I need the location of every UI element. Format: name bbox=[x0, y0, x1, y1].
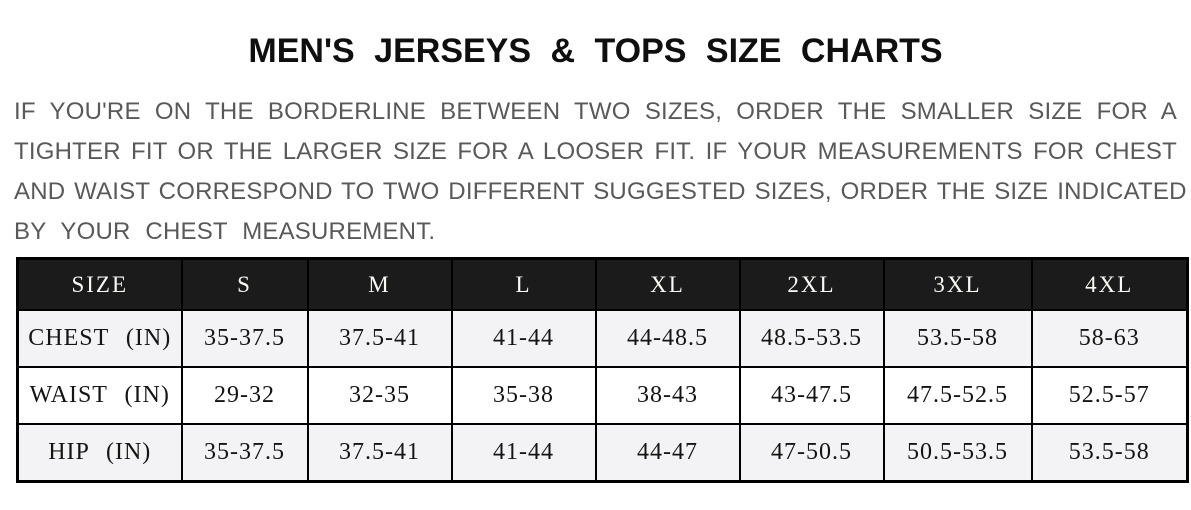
table-cell: 43-47.5 bbox=[738, 366, 885, 425]
intro-line-1: IF YOU'RE ON THE BORDERLINE BETWEEN TWO … bbox=[14, 98, 1177, 125]
table-cell: 47.5-52.5 bbox=[882, 366, 1033, 425]
table-cell: 37.5-41 bbox=[306, 423, 453, 483]
header-cell-size: SIZE bbox=[16, 257, 183, 311]
header-cell-xl: XL bbox=[594, 257, 741, 311]
table-row-waist: WAIST (IN) 29-32 32-35 35-38 38-43 43-47… bbox=[16, 366, 1189, 425]
table-cell: 50.5-53.5 bbox=[882, 423, 1033, 483]
table-cell: 29-32 bbox=[180, 366, 309, 425]
table-cell: 41-44 bbox=[450, 423, 597, 483]
table-cell: 47-50.5 bbox=[738, 423, 885, 483]
intro-line-4: BY YOUR CHEST MEASUREMENT. bbox=[14, 218, 436, 245]
table-cell: 48.5-53.5 bbox=[738, 309, 885, 368]
table-cell: 37.5-41 bbox=[306, 309, 453, 368]
row-label-waist: WAIST (IN) bbox=[16, 366, 183, 425]
row-label-hip: HIP (IN) bbox=[16, 423, 183, 483]
table-cell: 53.5-58 bbox=[1030, 423, 1189, 483]
size-chart-table: SIZE S M L XL 2XL 3XL 4XL CHEST (IN) 35-… bbox=[16, 257, 1189, 483]
page-title: MEN'S JERSEYS & TOPS SIZE CHARTS bbox=[248, 32, 943, 70]
table-cell: 35-38 bbox=[450, 366, 597, 425]
table-cell: 35-37.5 bbox=[180, 423, 309, 483]
header-cell-2xl: 2XL bbox=[738, 257, 885, 311]
row-label-chest: CHEST (IN) bbox=[16, 309, 183, 368]
table-cell: 38-43 bbox=[594, 366, 741, 425]
table-header-row: SIZE S M L XL 2XL 3XL 4XL bbox=[16, 257, 1189, 311]
table-cell: 35-37.5 bbox=[180, 309, 309, 368]
intro-line-2: TIGHTER FIT OR THE LARGER SIZE FOR A LOO… bbox=[14, 138, 1177, 165]
header-cell-m: M bbox=[306, 257, 453, 311]
header-cell-l: L bbox=[450, 257, 597, 311]
intro-line-3: AND WAIST CORRESPOND TO TWO DIFFERENT SU… bbox=[14, 178, 1187, 205]
table-cell: 58-63 bbox=[1030, 309, 1189, 368]
table-cell: 53.5-58 bbox=[882, 309, 1033, 368]
table-cell: 44-48.5 bbox=[594, 309, 741, 368]
header-cell-3xl: 3XL bbox=[882, 257, 1033, 311]
intro-paragraph: IF YOU'RE ON THE BORDERLINE BETWEEN TWO … bbox=[14, 92, 1187, 252]
table-cell: 32-35 bbox=[306, 366, 453, 425]
header-cell-4xl: 4XL bbox=[1030, 257, 1189, 311]
table-cell: 52.5-57 bbox=[1030, 366, 1189, 425]
table-row-chest: CHEST (IN) 35-37.5 37.5-41 41-44 44-48.5… bbox=[16, 309, 1189, 368]
table-cell: 44-47 bbox=[594, 423, 741, 483]
table-cell: 41-44 bbox=[450, 309, 597, 368]
header-cell-s: S bbox=[180, 257, 309, 311]
table-row-hip: HIP (IN) 35-37.5 37.5-41 41-44 44-47 47-… bbox=[16, 423, 1189, 483]
